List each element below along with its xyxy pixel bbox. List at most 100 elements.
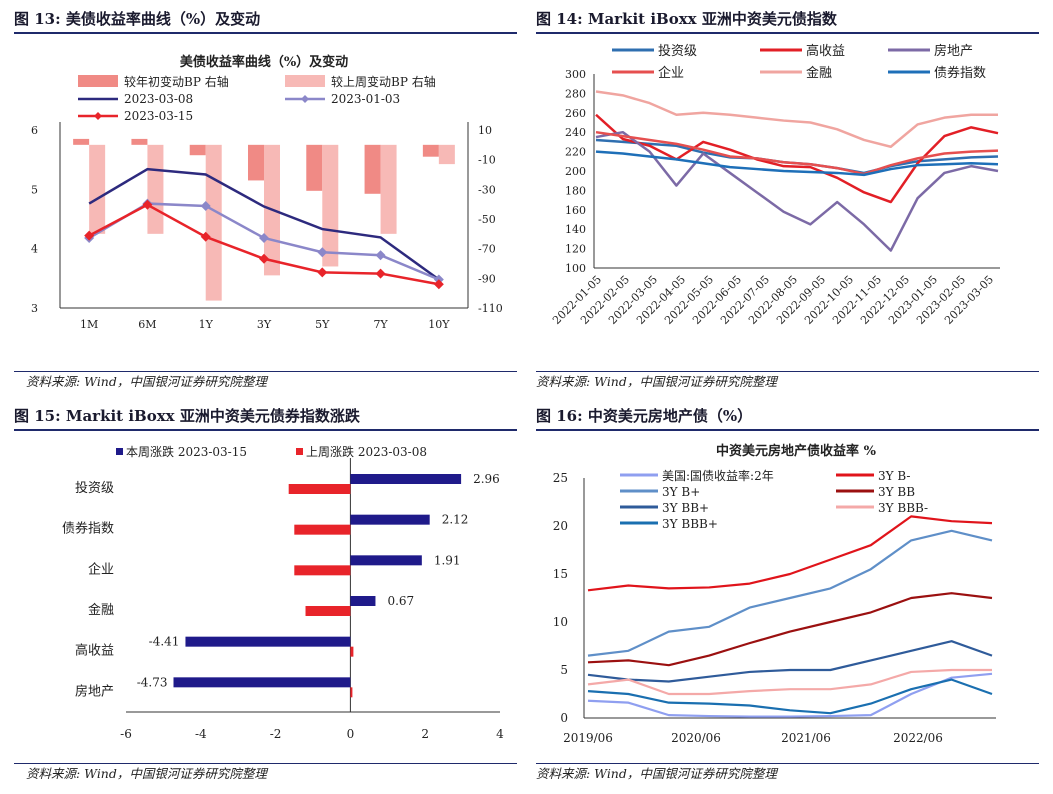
bar-current-投资级 — [350, 474, 462, 484]
category-label: 投资级 — [75, 480, 114, 496]
x-tick-label: 3Y — [257, 318, 272, 331]
y-tick-left-label: 4 — [31, 243, 38, 256]
title-fig16: 图 16: 中资美元房地产债（%） — [536, 405, 1039, 431]
line-marker — [317, 267, 328, 278]
legend-label: 投资级 — [658, 43, 697, 59]
category-label: 房地产 — [75, 683, 114, 699]
legend-label: 房地产 — [934, 43, 973, 59]
series-line-3Y BBB- — [587, 668, 992, 696]
bar-previous-债券指数 — [294, 524, 351, 535]
line-marker — [375, 250, 386, 261]
line-marker — [200, 231, 211, 242]
series-line-金融 — [595, 90, 998, 148]
legend-label: 较上周变动BP 右轴 — [331, 74, 436, 89]
y-tick-label: 25 — [553, 471, 568, 485]
y-tick-label: 200 — [565, 165, 586, 178]
x-tick-label: 1Y — [199, 318, 214, 331]
x-tick-label: 2019/06 — [563, 731, 613, 745]
source-rule-14 — [536, 371, 1039, 372]
line-marker — [84, 230, 95, 241]
x-tick-label: 4 — [496, 727, 504, 741]
line-marker — [317, 247, 328, 258]
y-tick-label: 120 — [565, 243, 586, 256]
y-tick-label: 300 — [565, 68, 586, 81]
legend-label: 美国:国债收益率:2年 — [662, 468, 774, 483]
bar-10Y-1 — [438, 144, 455, 165]
bar-1Y-1 — [205, 144, 222, 301]
y-tick-label: 180 — [565, 184, 586, 197]
bar-previous-企业 — [294, 565, 351, 576]
bar-1Y-0 — [189, 144, 206, 156]
x-tick-label: -4 — [195, 727, 207, 741]
x-tick-label: 1M — [80, 318, 98, 331]
y-tick-left-label: 6 — [31, 124, 38, 137]
y-tick-label: 100 — [565, 262, 586, 275]
series-line-3Y B- — [587, 515, 993, 592]
legend-marker — [94, 112, 102, 120]
x-tick-label: 5Y — [315, 318, 330, 331]
bar-current-高收益 — [185, 636, 351, 647]
data-label: 2.12 — [442, 513, 469, 527]
line-marker — [259, 232, 269, 243]
data-label: 1.91 — [434, 553, 461, 567]
x-tick-label: 2021/06 — [781, 731, 831, 745]
x-tick-label: 10Y — [428, 318, 450, 331]
source-note-13: 资料来源: Wind，中国银河证券研究院整理 — [26, 374, 267, 389]
bar-previous-金融 — [305, 606, 351, 616]
series-line-2023-03-08 — [88, 167, 440, 281]
category-label: 高收益 — [75, 643, 114, 659]
y-tick-right-label: -90 — [478, 272, 496, 285]
series-line-美国:国债收益率:2年 — [587, 672, 993, 718]
category-label: 企业 — [88, 561, 114, 577]
line-marker — [200, 200, 211, 211]
x-tick-label: 0 — [347, 727, 355, 741]
source-note-14: 资料来源: Wind，中国银河证券研究院整理 — [536, 374, 777, 389]
y-tick-label: 0 — [560, 711, 568, 725]
line-marker — [375, 268, 386, 279]
bar-current-房地产 — [173, 677, 351, 688]
y-tick-label: 20 — [553, 519, 568, 533]
legend-label: 较年初变动BP 右轴 — [124, 74, 229, 89]
y-tick-right-label: -110 — [478, 302, 503, 315]
y-tick-label: 15 — [553, 567, 568, 581]
data-label: -4.73 — [137, 675, 168, 689]
bar-5Y-1 — [322, 144, 339, 267]
data-label: 2.96 — [473, 472, 500, 486]
line-marker — [142, 199, 153, 210]
bar-previous-房地产 — [350, 687, 353, 698]
y-tick-right-label: -50 — [478, 213, 496, 226]
series-line-3Y BBB+ — [587, 678, 993, 715]
chart-title: 中资美元房地产债收益率 % — [716, 443, 877, 459]
bar-7Y-0 — [364, 144, 381, 194]
y-tick-label: 220 — [565, 146, 586, 159]
bar-previous-投资级 — [288, 484, 351, 494]
y-tick-label: 5 — [560, 663, 568, 677]
legend-label: 3Y BB — [878, 485, 915, 499]
bar-1M-1 — [89, 144, 106, 234]
x-tick-label: -6 — [120, 727, 132, 741]
series-line-高收益 — [595, 113, 999, 204]
bar-3Y-0 — [248, 144, 264, 181]
y-tick-right-label: -30 — [478, 183, 496, 196]
legend-label: 3Y B+ — [662, 485, 700, 499]
bar-7Y-1 — [380, 144, 397, 234]
y-tick-left-label: 5 — [31, 183, 38, 196]
chart-title: 美债收益率曲线（%）及变动 — [180, 54, 348, 70]
legend-swatch — [116, 448, 123, 455]
legend-label: 高收益 — [806, 43, 845, 59]
y-tick-left-label: 3 — [31, 302, 38, 315]
legend-label: 金融 — [806, 65, 832, 81]
category-label: 金融 — [88, 602, 114, 618]
y-tick-right-label: -70 — [478, 243, 496, 256]
legend-label: 2023-03-15 — [124, 109, 193, 123]
source-rule-15 — [14, 763, 517, 764]
line-marker — [433, 279, 444, 290]
bar-1M-0 — [73, 138, 90, 145]
bar-current-债券指数 — [350, 514, 430, 525]
y-tick-label: 260 — [565, 107, 586, 120]
legend-swatch — [78, 75, 118, 87]
data-label: -4.41 — [149, 635, 180, 649]
series-line-3Y B+ — [587, 529, 993, 657]
series-line-3Y BB — [587, 592, 993, 667]
